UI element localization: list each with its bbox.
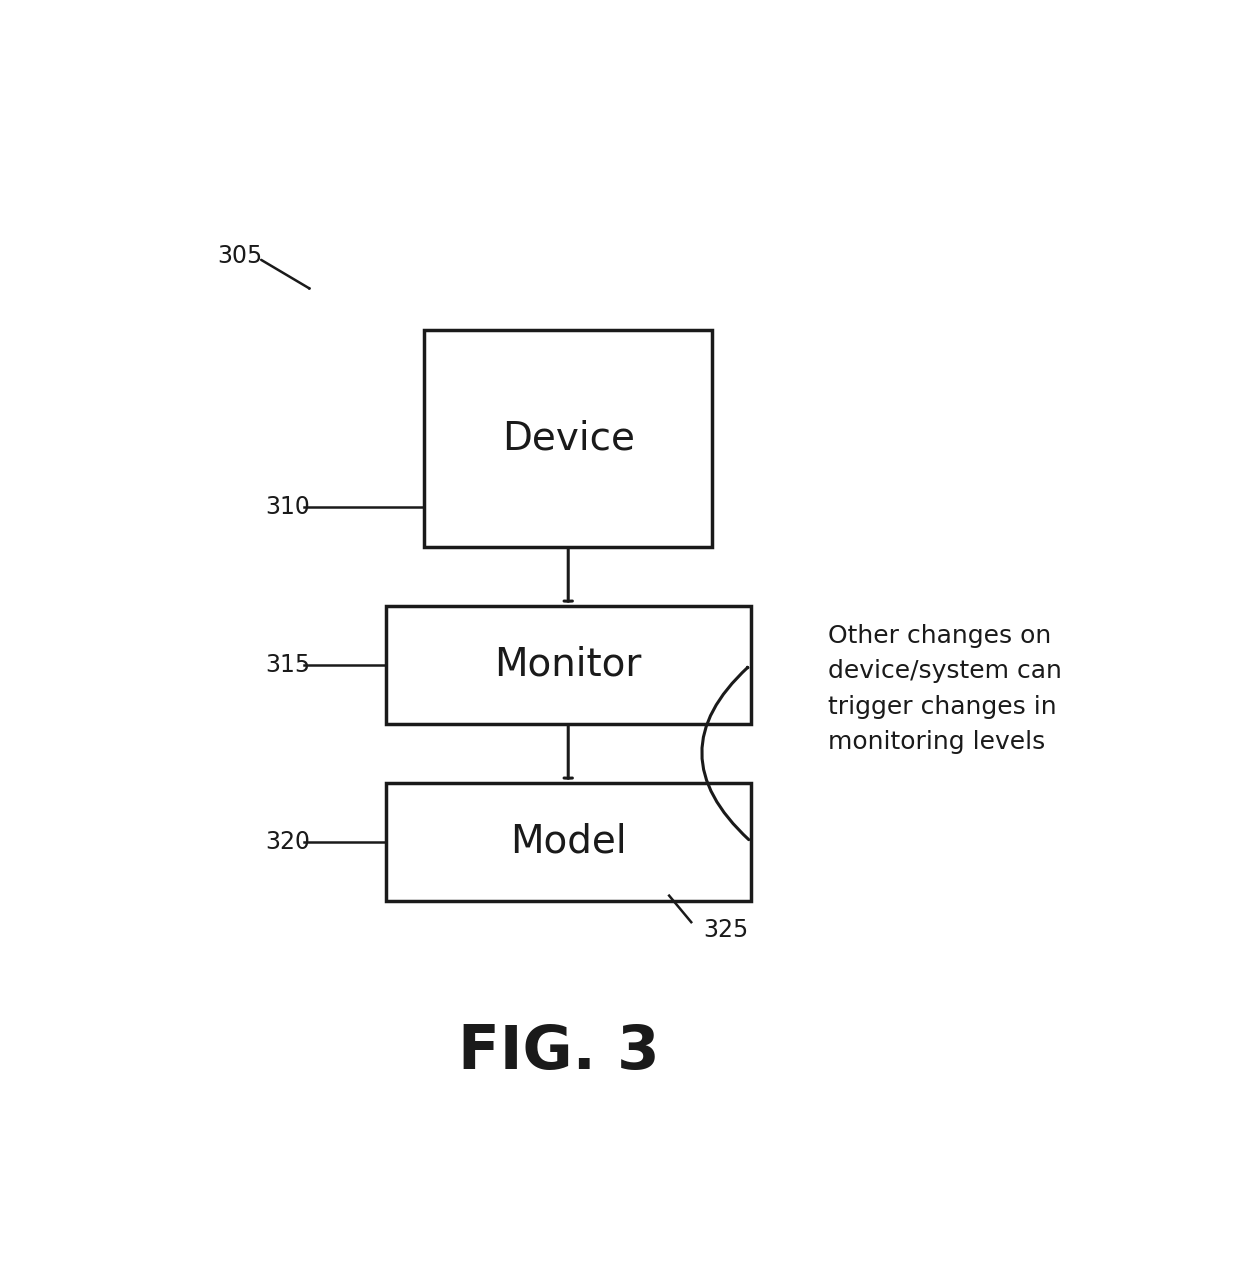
Text: Model: Model: [510, 822, 626, 861]
Text: 315: 315: [265, 653, 311, 677]
Text: 325: 325: [703, 918, 748, 942]
Bar: [386, 605, 750, 724]
Text: Other changes on
device/system can
trigger changes in
monitoring levels: Other changes on device/system can trigg…: [828, 624, 1061, 755]
Text: 310: 310: [265, 495, 310, 520]
Bar: [386, 783, 750, 900]
Text: Device: Device: [502, 419, 635, 457]
Text: Monitor: Monitor: [495, 646, 642, 683]
FancyArrowPatch shape: [702, 668, 749, 840]
Text: 305: 305: [217, 244, 263, 268]
Text: 320: 320: [265, 830, 310, 853]
Text: FIG. 3: FIG. 3: [458, 1023, 660, 1083]
Bar: [424, 331, 713, 547]
